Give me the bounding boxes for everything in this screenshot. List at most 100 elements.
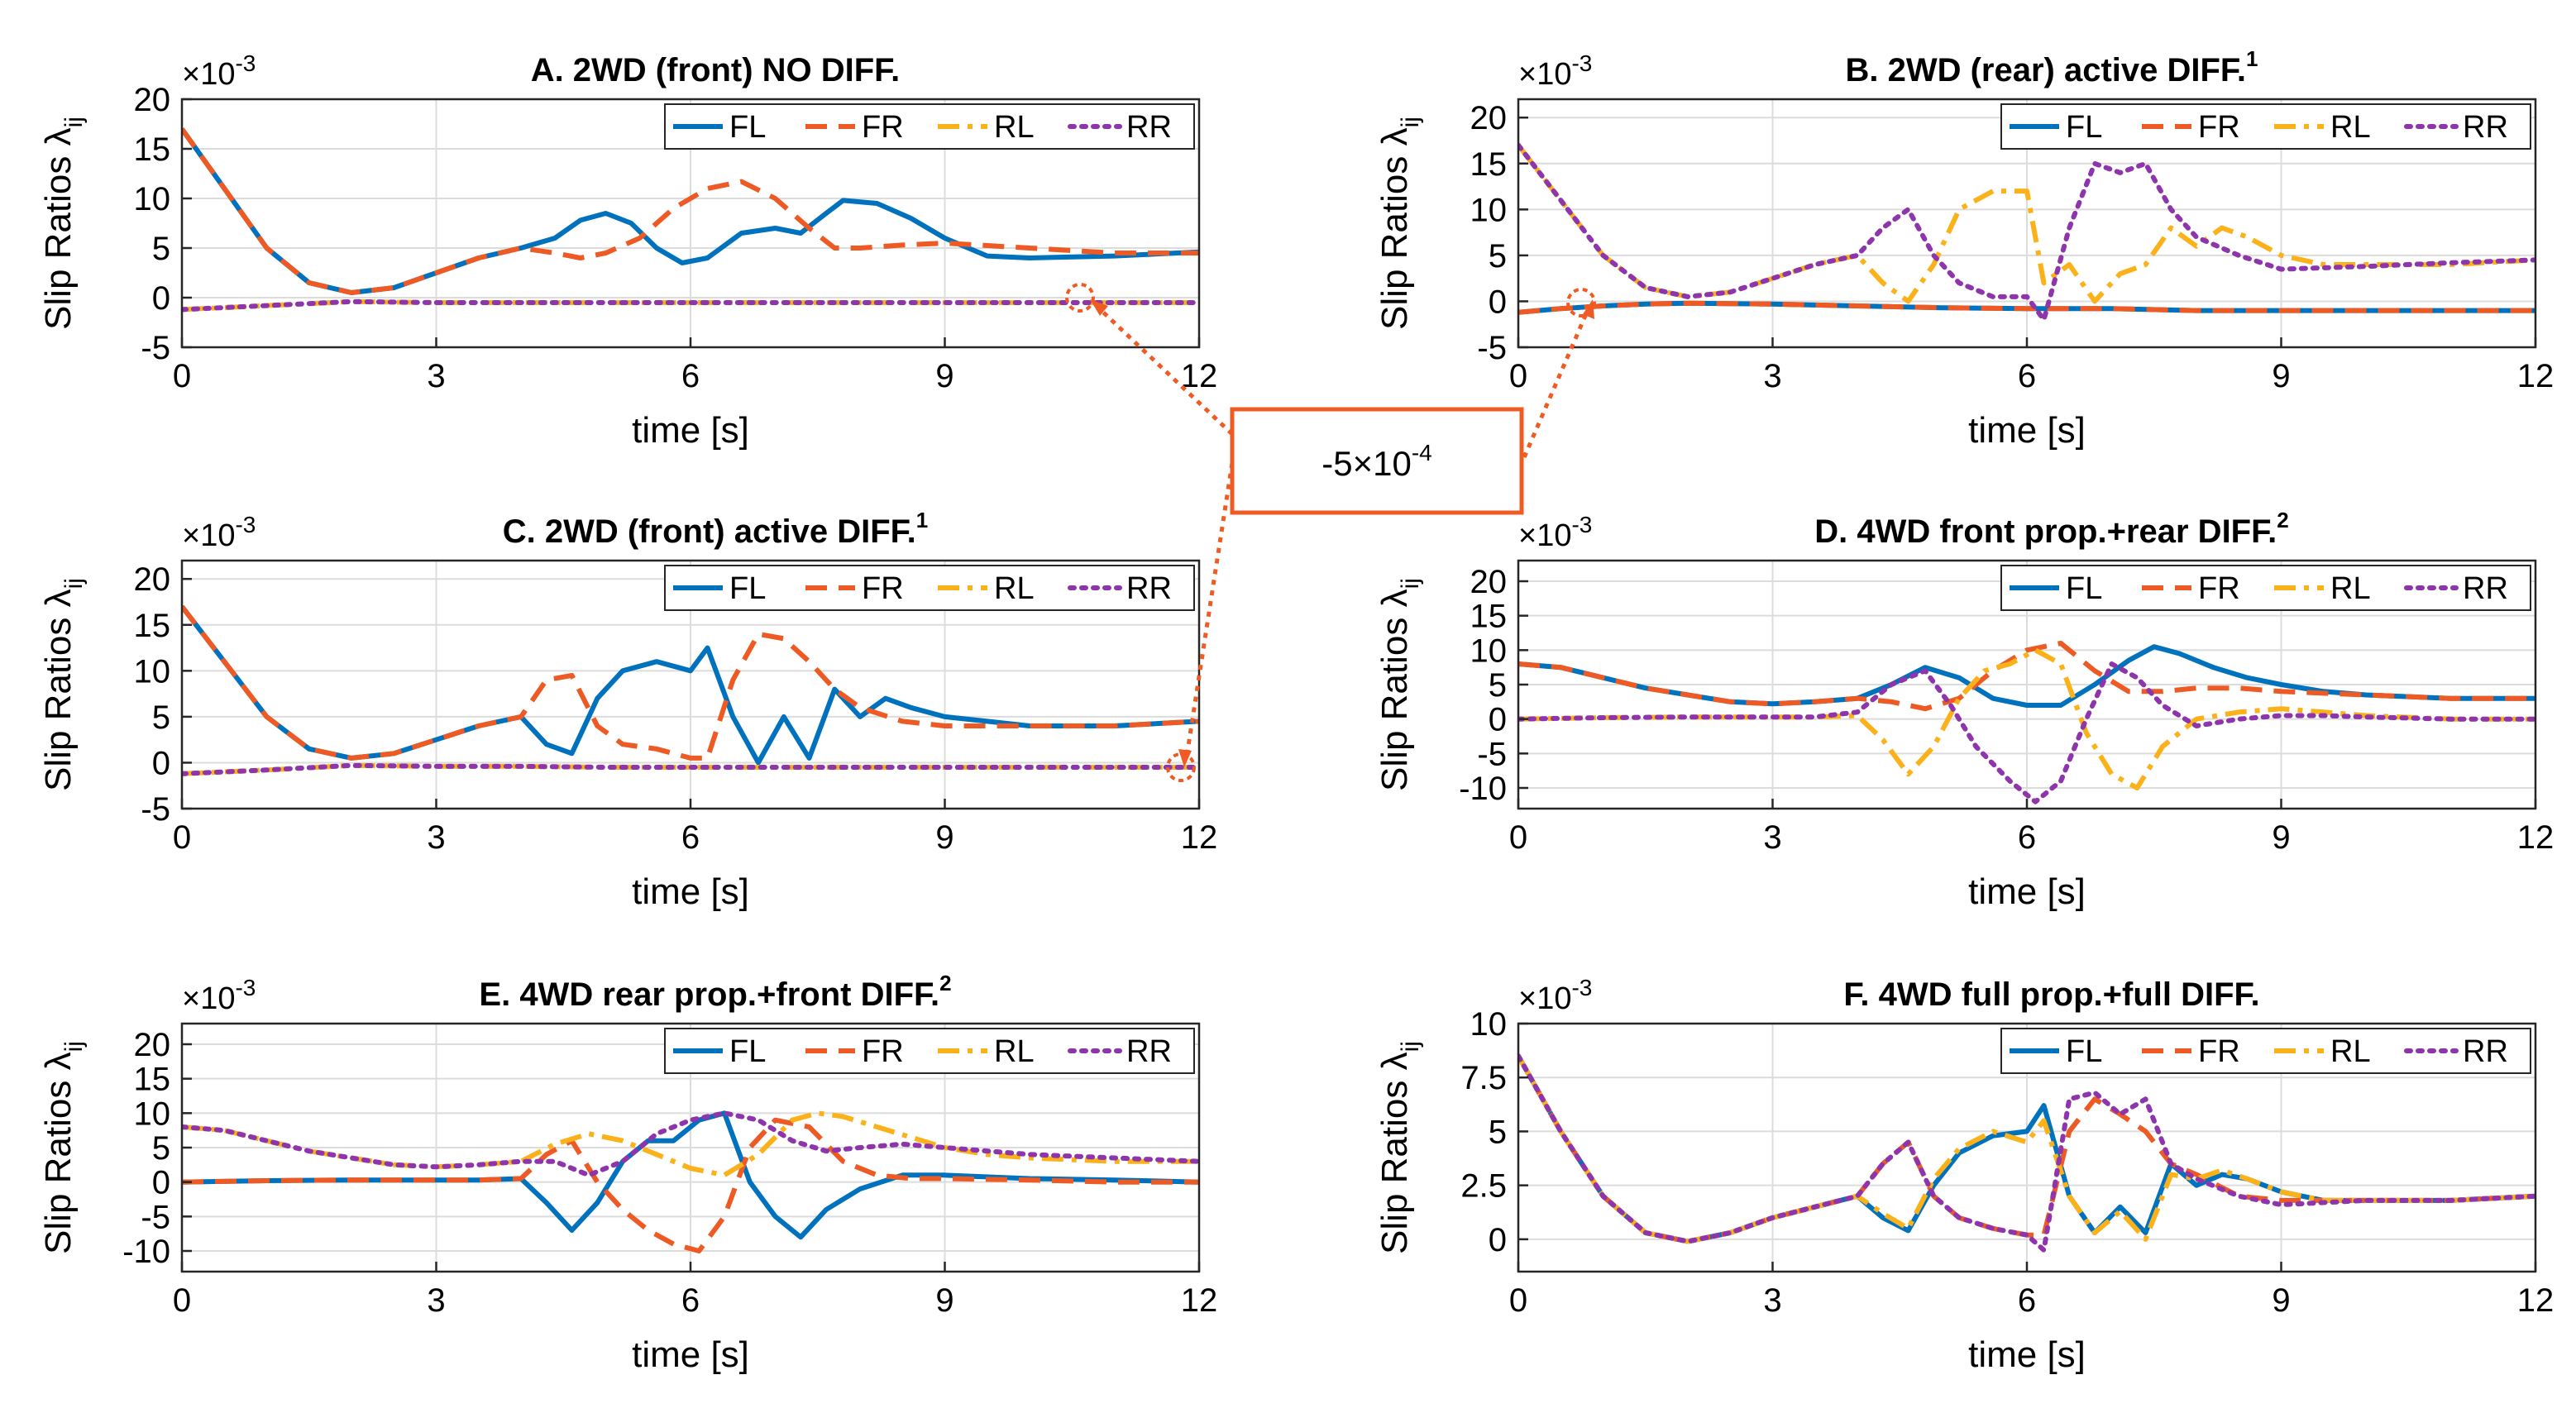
series-line-fr xyxy=(182,127,1199,295)
y-tick-label: 15 xyxy=(134,131,171,168)
x-tick-label: 3 xyxy=(427,358,445,394)
chart-title: E. 4WD rear prop.+front DIFF.2 xyxy=(479,971,951,1013)
x-tick-label: 12 xyxy=(1181,819,1218,856)
y-multiplier: ×10-3 xyxy=(1518,50,1592,92)
series-group xyxy=(182,1110,1199,1253)
x-axis-label: time [s] xyxy=(1968,871,2086,912)
y-tick-label: -5 xyxy=(1477,736,1507,772)
x-tick-label: 0 xyxy=(1509,1282,1527,1319)
x-tick-label: 0 xyxy=(173,819,191,856)
callout-arrow-a xyxy=(1097,306,1234,436)
legend-label-rl: RL xyxy=(2330,1034,2371,1069)
callout-annotation: -5×10-4 xyxy=(1065,283,1596,782)
y-tick-label: 10 xyxy=(134,181,171,217)
x-tick-label: 0 xyxy=(173,1282,191,1319)
y-tick-label: -5 xyxy=(141,791,170,828)
x-tick-label: 9 xyxy=(935,819,953,856)
x-tick-label: 12 xyxy=(2517,358,2554,394)
legend-label-fr: FR xyxy=(862,571,904,606)
y-axis-label: Slip Ratios λij xyxy=(38,578,88,791)
series-line-rl xyxy=(1518,647,2535,790)
y-multiplier: ×10-3 xyxy=(1518,512,1592,553)
x-tick-label: 9 xyxy=(935,358,953,394)
y-tick-label: 10 xyxy=(134,1096,171,1132)
x-tick-label: 12 xyxy=(2517,1282,2554,1319)
y-tick-label: -10 xyxy=(122,1234,170,1270)
x-tick-label: 3 xyxy=(1763,358,1781,394)
y-tick-label: 15 xyxy=(134,1062,171,1098)
series-line-rr xyxy=(182,762,1199,776)
legend-label-rr: RR xyxy=(1126,571,1172,606)
series-line-rr xyxy=(182,298,1199,313)
legend-label-rr: RR xyxy=(2463,110,2508,145)
y-tick-label: 5 xyxy=(1489,238,1507,274)
legend-label-fl: FL xyxy=(729,571,766,606)
x-tick-label: 6 xyxy=(2018,1282,2036,1319)
y-tick-label: 0 xyxy=(152,1165,170,1201)
x-tick-label: 9 xyxy=(2272,819,2290,856)
y-tick-label: 0 xyxy=(1489,1222,1507,1258)
legend-label-rl: RL xyxy=(994,1034,1035,1069)
series-line-fr xyxy=(1518,641,2535,712)
legend-label-fl: FL xyxy=(2066,110,2102,145)
y-multiplier: ×10-3 xyxy=(182,512,256,553)
x-tick-label: 3 xyxy=(1763,1282,1781,1319)
callout-arrowhead-c xyxy=(1583,299,1594,319)
x-tick-label: 6 xyxy=(681,819,700,856)
y-multiplier: ×10-3 xyxy=(1518,975,1592,1016)
callout-arrowhead-a xyxy=(1090,299,1108,316)
y-tick-label: 5 xyxy=(152,231,170,267)
y-tick-label: 20 xyxy=(134,1027,171,1063)
callout-arrow-b xyxy=(1184,462,1235,757)
y-multiplier: ×10-3 xyxy=(182,50,256,92)
y-tick-label: 5 xyxy=(1489,1114,1507,1150)
chart-title: D. 4WD front prop.+rear DIFF.2 xyxy=(1814,508,2288,550)
x-tick-label: 0 xyxy=(1509,819,1527,856)
legend-label-fr: FR xyxy=(2198,571,2240,606)
callout-marker-circle xyxy=(1566,288,1596,317)
legend: FL FR RL RR xyxy=(664,103,1195,150)
legend-label-rl: RL xyxy=(994,571,1035,606)
series-group xyxy=(182,604,1199,776)
legend-label-fl: FL xyxy=(729,110,766,145)
x-tick-label: 0 xyxy=(1509,358,1527,394)
y-tick-label: 0 xyxy=(152,745,170,781)
legend-label-fr: FR xyxy=(862,1034,904,1069)
series-line-rr xyxy=(1518,1053,2535,1253)
y-tick-label: 10 xyxy=(1470,633,1508,669)
x-tick-label: 6 xyxy=(2018,358,2036,394)
y-axis-label: Slip Ratios λij xyxy=(1374,1041,1424,1254)
series-line-fl xyxy=(1518,300,2535,315)
series-line-rr xyxy=(1518,142,2535,322)
y-tick-label: 7.5 xyxy=(1460,1060,1507,1096)
x-tick-label: 12 xyxy=(1181,358,1218,394)
legend: FL FR RL RR xyxy=(2000,1028,2531,1074)
y-tick-label: -5 xyxy=(141,1199,170,1235)
x-tick-label: 6 xyxy=(681,1282,700,1319)
legend-label-fl: FL xyxy=(2066,1034,2102,1069)
y-tick-label: 10 xyxy=(1470,1006,1508,1043)
x-tick-label: 3 xyxy=(1763,819,1781,856)
chart-title: C. 2WD (front) active DIFF.1 xyxy=(503,508,929,550)
y-tick-label: 20 xyxy=(134,82,171,118)
legend-box xyxy=(664,103,1195,150)
y-tick-label: -5 xyxy=(1477,330,1507,366)
legend-label-rr: RR xyxy=(2463,1034,2508,1069)
chart-title: B. 2WD (rear) active DIFF.1 xyxy=(1845,46,2258,88)
y-tick-label: 20 xyxy=(1470,564,1508,600)
series-line-fr xyxy=(182,1117,1199,1253)
series-group xyxy=(1518,142,2535,322)
x-tick-label: 3 xyxy=(427,819,445,856)
y-tick-label: -10 xyxy=(1459,771,1507,807)
legend-label-rr: RR xyxy=(2463,571,2508,606)
legend-label-rl: RL xyxy=(2330,571,2371,606)
x-tick-label: 9 xyxy=(2272,1282,2290,1319)
y-tick-label: 15 xyxy=(1470,599,1508,635)
callout-arrowhead-b xyxy=(1178,749,1192,767)
series-group xyxy=(1518,641,2535,804)
x-tick-label: 0 xyxy=(173,358,191,394)
